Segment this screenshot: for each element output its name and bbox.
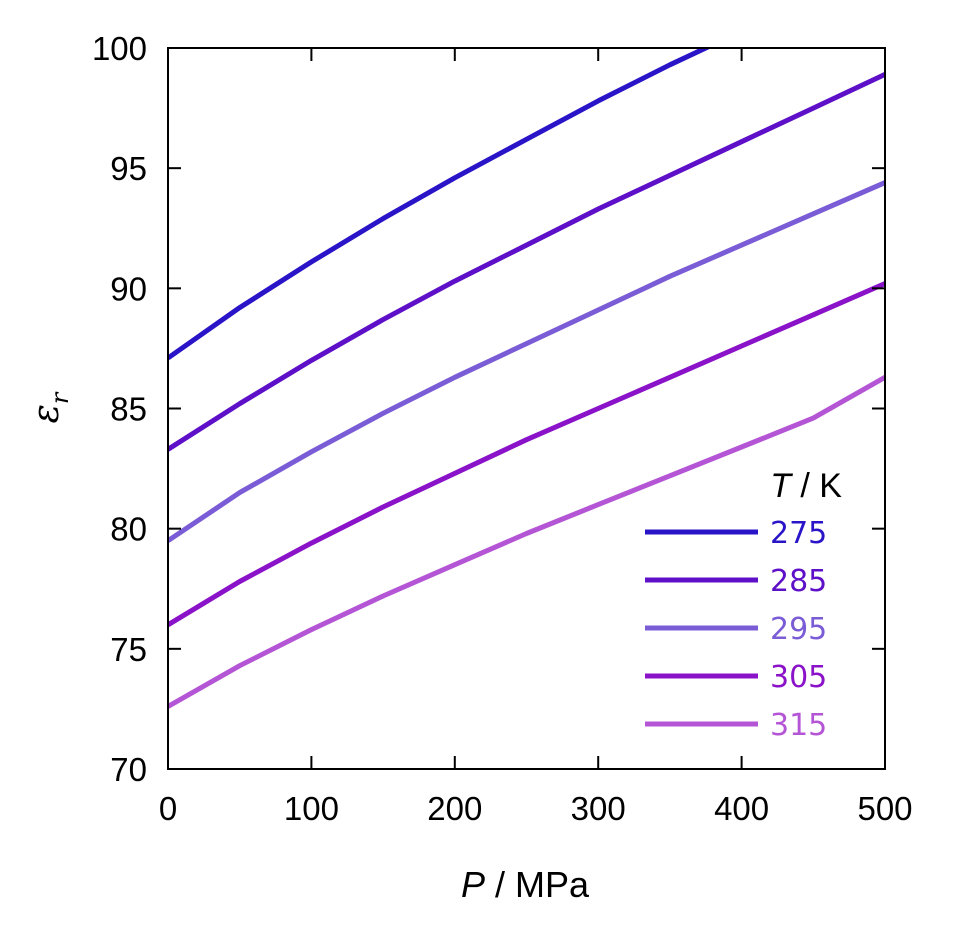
x-axis-unit: / MPa	[485, 864, 590, 905]
x-tick-label: 400	[714, 790, 769, 827]
legend-label: 315	[770, 708, 827, 743]
legend-label: 295	[770, 612, 827, 647]
legend-item-315: 315	[645, 708, 827, 743]
y-tick-label: 90	[110, 270, 147, 307]
legend-title-symbol: T	[770, 467, 793, 505]
tick-labels-layer: 0 100 200 300 400 500 70 75 80 85 90 95 100	[92, 30, 913, 827]
legend-title: T / K	[770, 467, 842, 505]
y-axis-subscript: r	[46, 391, 74, 404]
legend-label: 305	[770, 660, 827, 695]
x-tick-label: 0	[159, 790, 177, 827]
legend-label: 275	[770, 516, 827, 551]
legend-item-295: 295	[645, 612, 827, 647]
legend-title-unit: / K	[791, 467, 842, 505]
series-layer	[168, 48, 885, 709]
y-tick-label: 85	[110, 391, 147, 428]
series-line-295	[168, 180, 885, 543]
series-line-285	[168, 72, 885, 452]
y-axis-symbol: ε	[26, 404, 67, 423]
x-tick-label: 200	[427, 790, 482, 827]
ticks-layer	[167, 47, 886, 770]
legend: T / K 275 285 295 305 315	[645, 467, 842, 743]
y-tick-label: 80	[110, 511, 147, 548]
x-tick-label: 500	[857, 790, 912, 827]
x-axis-title: P / MPa	[461, 864, 590, 905]
series-line-315	[168, 375, 885, 709]
series-line-305	[168, 281, 885, 627]
legend-entries: 275 285 295 305 315	[645, 516, 827, 743]
y-tick-label: 70	[110, 751, 147, 788]
series-line-275	[168, 48, 712, 361]
y-tick-label: 95	[110, 150, 147, 187]
y-tick-label: 75	[110, 631, 147, 668]
x-tick-label: 300	[571, 790, 626, 827]
y-tick-label: 100	[92, 30, 147, 67]
x-tick-label: 100	[284, 790, 339, 827]
legend-item-285: 285	[645, 564, 827, 599]
y-axis-title: εr	[26, 391, 74, 423]
legend-label: 285	[770, 564, 827, 599]
x-axis-symbol: P	[461, 864, 485, 905]
legend-item-275: 275	[645, 516, 827, 551]
legend-item-305: 305	[645, 660, 827, 695]
